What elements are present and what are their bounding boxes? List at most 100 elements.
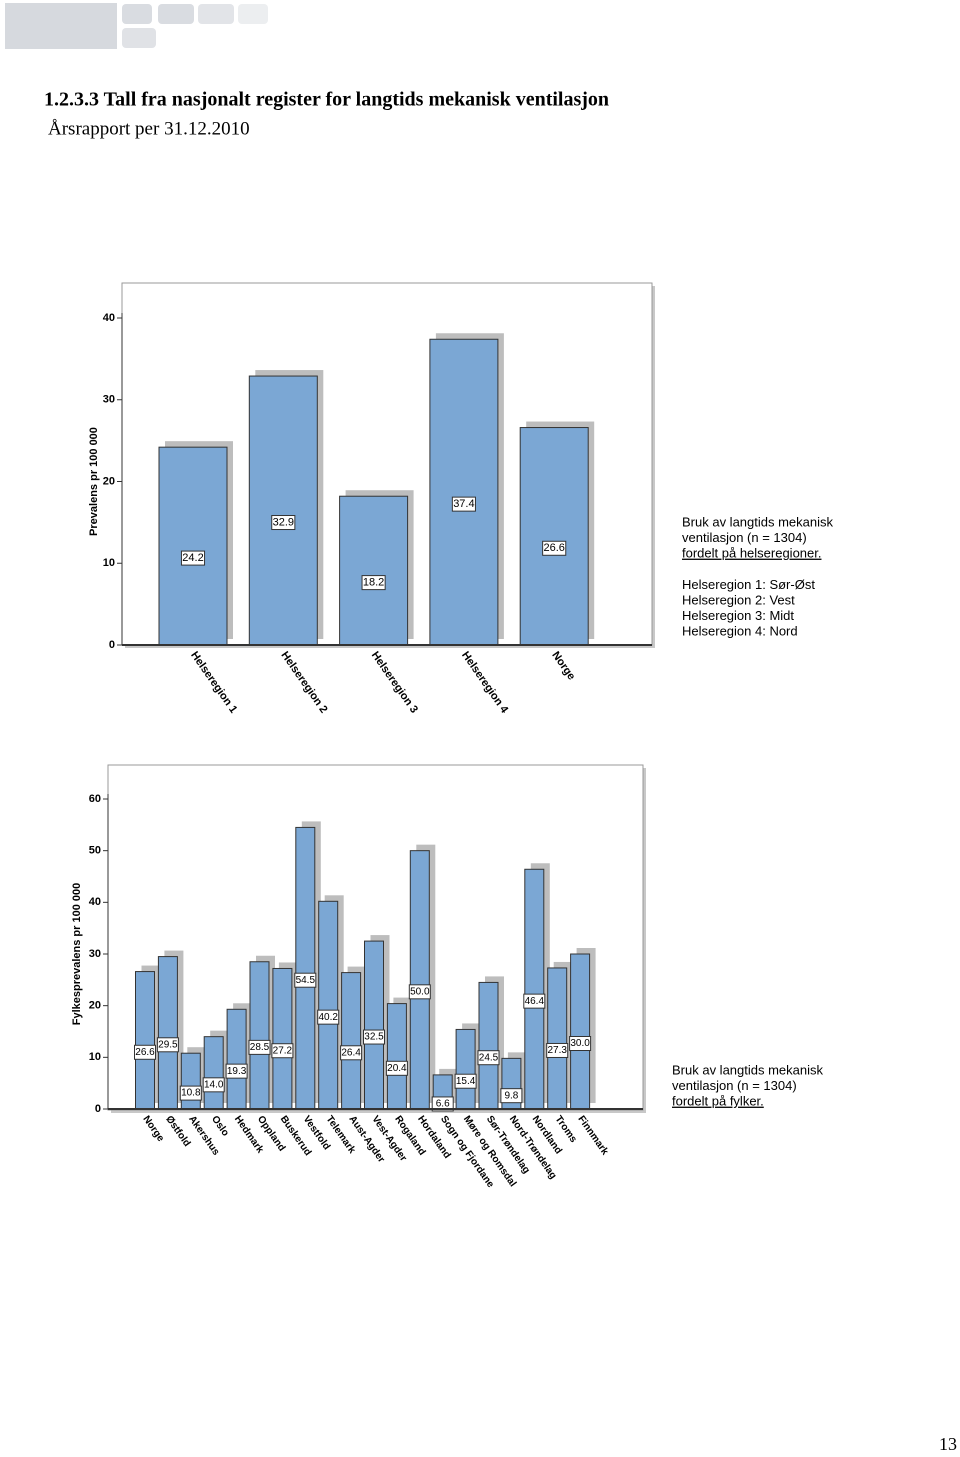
value-label-box: [569, 1036, 592, 1051]
x-tick-label: Norge: [140, 1114, 166, 1144]
bar: [547, 967, 568, 1110]
x-tick-label: Oslo: [209, 1114, 231, 1139]
value-label: 6.6: [436, 1099, 450, 1110]
value-label: 40.2: [318, 1012, 338, 1023]
annotation: Bruk av langtids mekanisk: [672, 1062, 824, 1077]
value-label-box: [180, 550, 206, 566]
bar: [203, 1036, 224, 1110]
bar: [429, 338, 499, 646]
chart: 0 10 20 30 40 Prevalens pr 100 000 24.2 Helsere…: [88, 282, 834, 717]
subheading: Årsrapport per 31.12.2010: [48, 118, 250, 139]
value-label-box: [546, 1042, 569, 1058]
annotation: fordelt på fylker.: [672, 1094, 764, 1109]
annotation: Helseregion 2: Vest: [682, 592, 795, 607]
value-label-box: [179, 1085, 202, 1101]
y-tick-label: 40: [89, 896, 101, 908]
value-label-box: [431, 1096, 454, 1112]
bar: [135, 971, 155, 1110]
value-label-box: [361, 575, 386, 591]
y-axis-label: Prevalens pr 100 000: [88, 427, 100, 536]
bar: [341, 972, 362, 1110]
bar: [570, 953, 591, 1110]
bar: [519, 427, 589, 646]
value-label-box: [542, 540, 567, 556]
bar: [226, 1008, 247, 1110]
banner-tile: [198, 4, 234, 24]
bar: [180, 1052, 201, 1110]
value-label-box: [523, 993, 546, 1009]
bar: [478, 981, 499, 1110]
value-label: 9.8: [504, 1090, 518, 1101]
value-label: 28.5: [250, 1042, 270, 1053]
bar: [158, 446, 228, 646]
value-label: 18.2: [363, 577, 384, 589]
y-tick-label: 20: [103, 475, 115, 487]
annotation: ventilasjon (n = 1304): [682, 530, 807, 545]
y-tick-label: 30: [103, 394, 115, 406]
value-label-box: [134, 1044, 156, 1060]
value-label: 30.0: [570, 1038, 590, 1049]
value-label: 26.6: [135, 1047, 155, 1058]
value-label: 37.4: [453, 498, 474, 510]
value-label: 19.3: [227, 1066, 247, 1077]
value-label: 29.5: [158, 1039, 178, 1050]
y-tick-label: 10: [89, 1051, 101, 1063]
value-label: 26.6: [543, 542, 564, 554]
x-tick-label: Norge: [549, 650, 577, 683]
value-label: 50.0: [410, 986, 430, 997]
bar: [157, 956, 178, 1110]
value-label-box: [477, 1050, 500, 1066]
bar: [524, 868, 545, 1110]
value-label: 24.5: [479, 1052, 499, 1063]
value-label-box: [385, 1060, 408, 1076]
y-tick-label: 10: [103, 557, 115, 569]
value-label: 27.3: [547, 1045, 567, 1056]
value-label-box: [500, 1088, 523, 1104]
annotation: Helseregion 4: Nord: [682, 624, 798, 639]
banner-tile: [158, 4, 194, 24]
value-label-box: [248, 1039, 271, 1055]
y-tick-label: 50: [89, 845, 101, 857]
value-label-box: [451, 496, 476, 512]
value-label: 20.4: [387, 1063, 407, 1074]
x-tick-label: Helseregion 2: [278, 650, 329, 716]
y-tick-label: 0: [109, 639, 115, 651]
annotation: Bruk av langtids mekanisk: [682, 514, 834, 529]
heading: 1.2.3.3 Tall fra nasjonalt register for …: [44, 89, 609, 111]
chart: 0 10 20 30 40 50 60 Fylkesprevalens pr 100 000 2…: [71, 764, 824, 1190]
y-tick-label: 0: [95, 1103, 101, 1115]
value-label-box: [294, 972, 317, 988]
y-tick-label: 30: [89, 948, 101, 960]
bar: [364, 940, 384, 1110]
annotation: Helseregion 3: Midt: [682, 608, 794, 623]
value-label: 26.4: [341, 1047, 361, 1058]
value-label-box: [363, 1029, 385, 1045]
x-tick-label: Finnmark: [575, 1114, 610, 1158]
header-banner: [5, 3, 268, 49]
page-number: 13: [939, 1434, 957, 1454]
value-label-box: [225, 1063, 248, 1079]
bar: [249, 961, 270, 1110]
value-label: 54.5: [296, 975, 316, 986]
bar: [339, 495, 409, 646]
annotation: Helseregion 1: Sør-Øst: [682, 577, 815, 592]
banner-tile: [122, 4, 152, 24]
bar: [295, 826, 316, 1110]
value-label-box: [156, 1037, 179, 1053]
banner-photo: [5, 3, 117, 49]
value-label-box: [271, 1043, 294, 1059]
bar: [318, 900, 339, 1110]
bar: [409, 850, 430, 1110]
value-label: 27.2: [273, 1045, 293, 1056]
banner-tile: [122, 28, 156, 48]
annotation: ventilasjon (n = 1304): [672, 1078, 797, 1093]
bar: [272, 967, 293, 1110]
x-tick-label: Helseregion 4: [459, 650, 511, 717]
bar: [248, 375, 318, 646]
y-tick-label: 40: [103, 312, 115, 324]
value-label-box: [408, 984, 431, 1000]
value-label: 14.0: [204, 1079, 224, 1090]
value-label: 32.5: [364, 1032, 384, 1043]
